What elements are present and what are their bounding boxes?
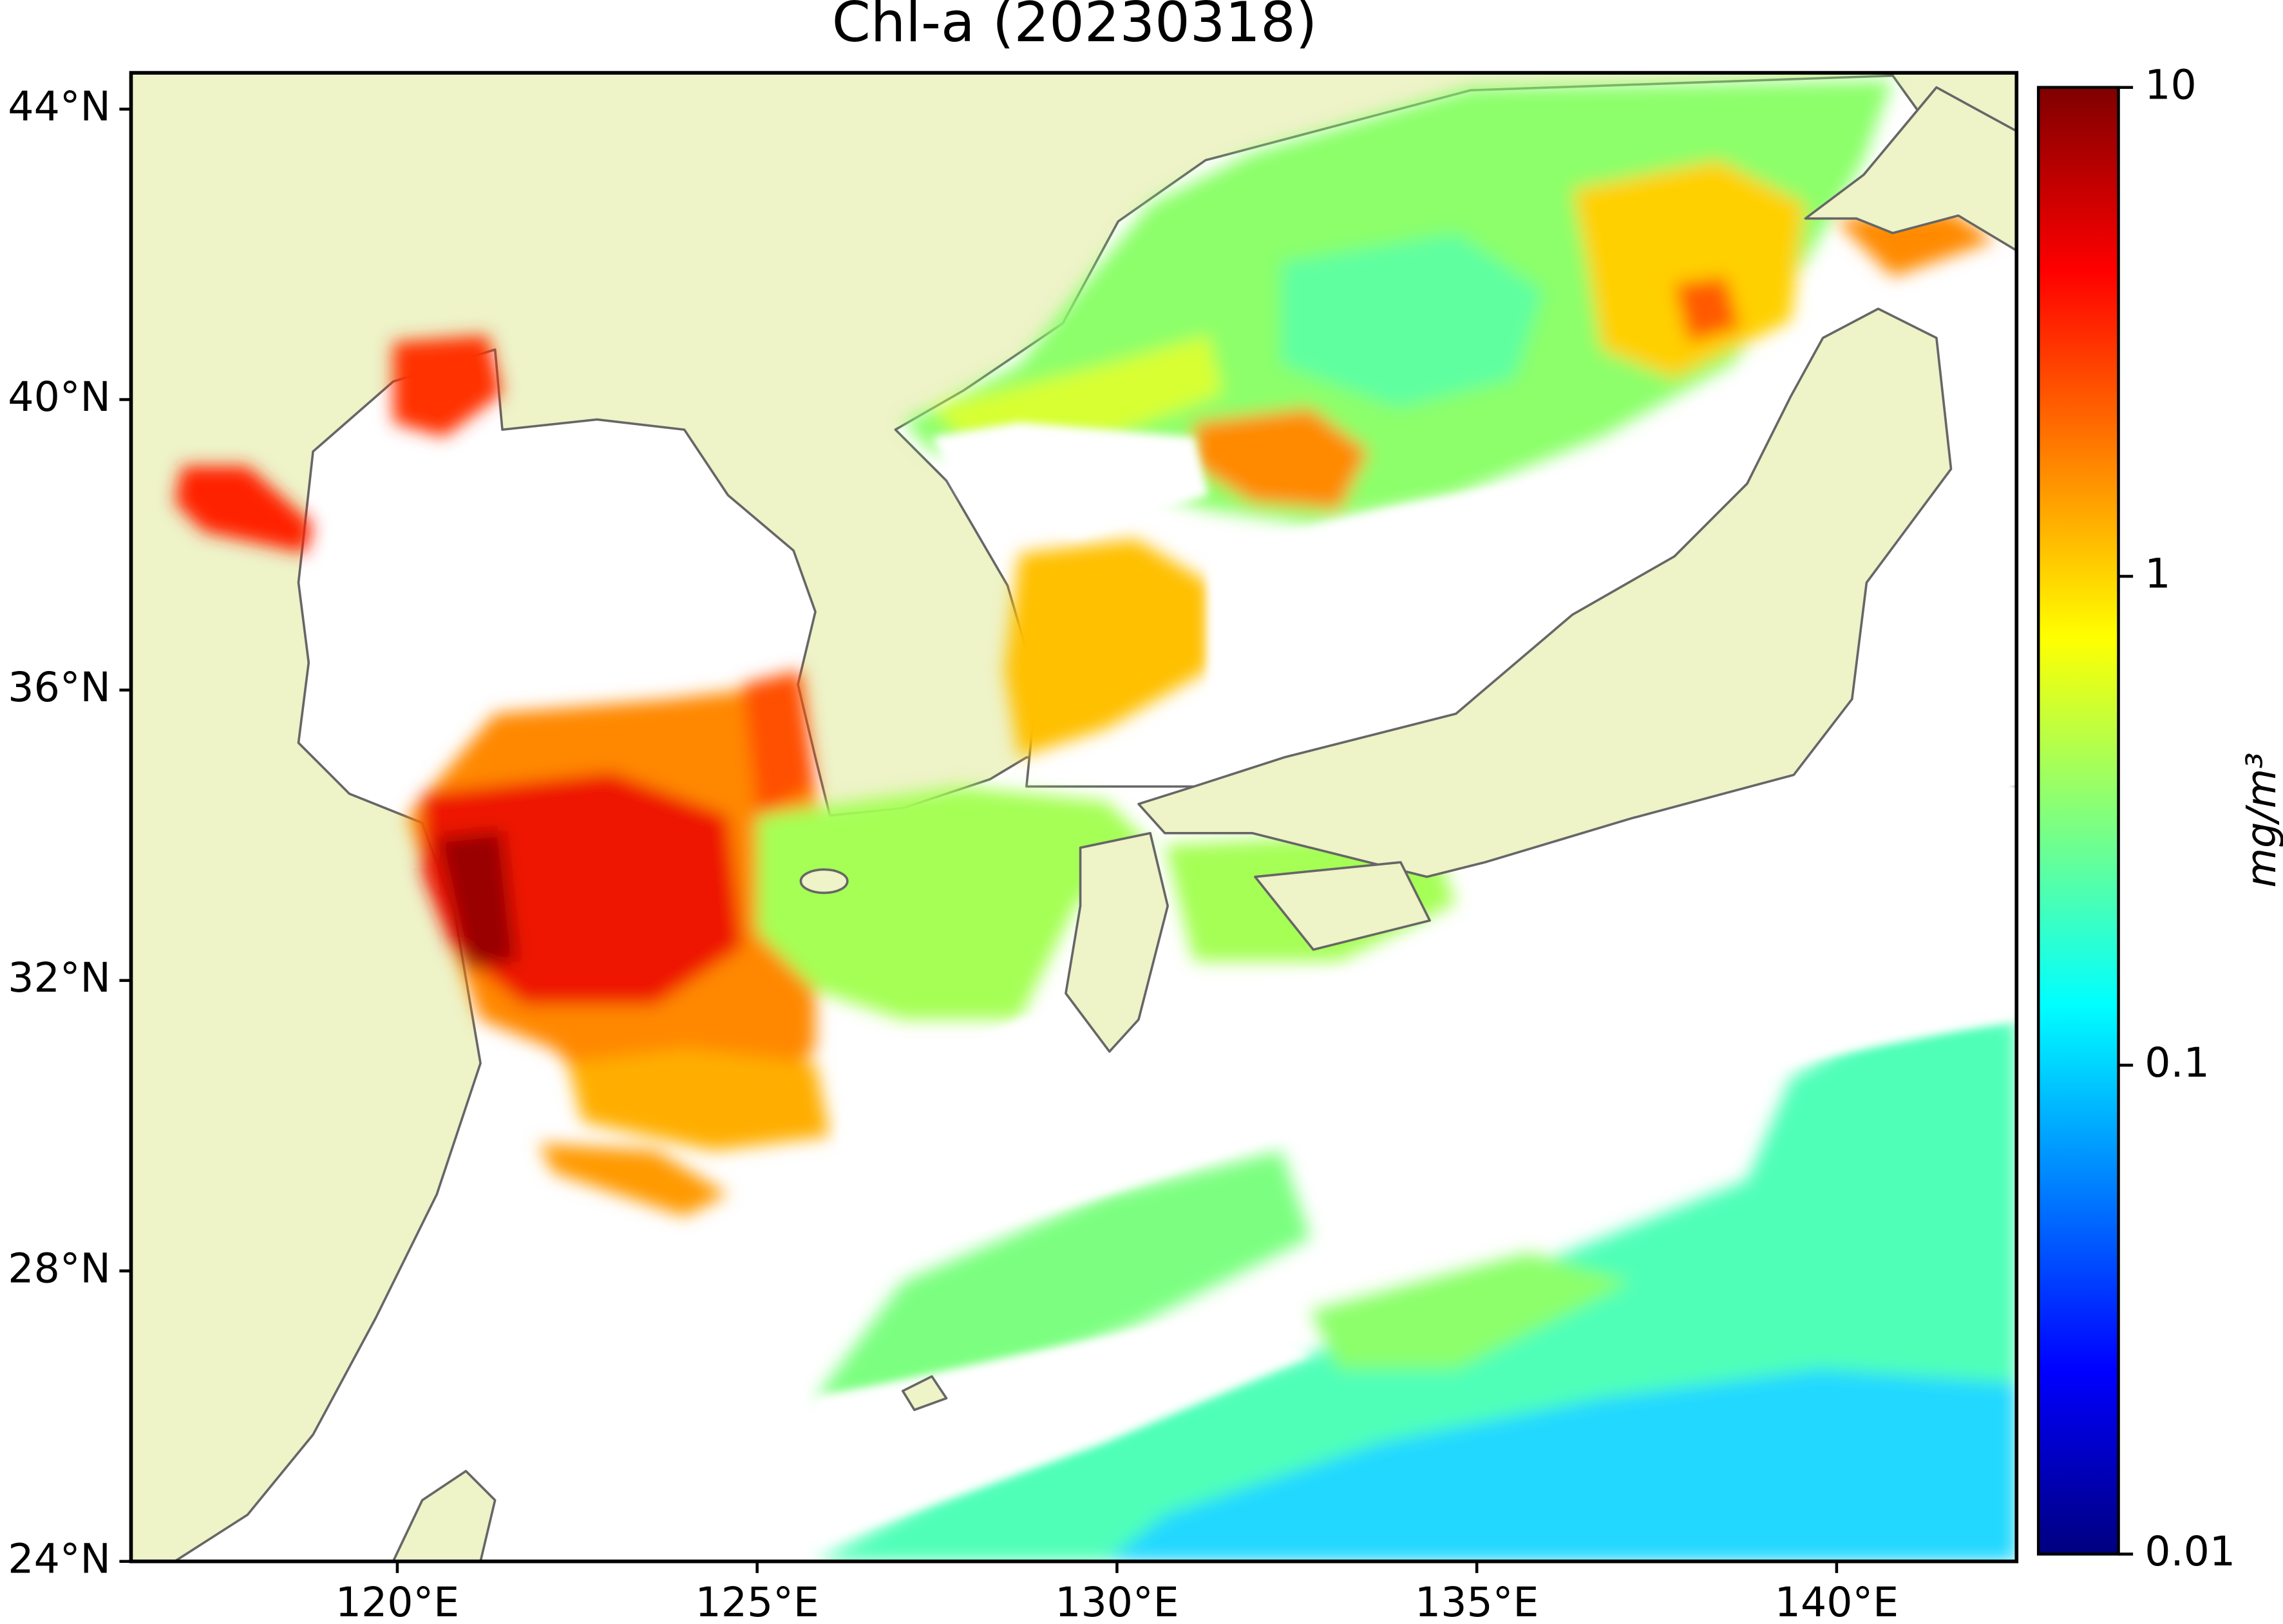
patch <box>393 335 502 437</box>
map <box>131 73 2017 1562</box>
chlorophyll-field <box>175 80 2017 1562</box>
land <box>1804 86 2017 252</box>
colorbar-tick-label: 0.1 <box>2145 1039 2210 1086</box>
chart-title: Chl-a (20230318) <box>832 0 1317 55</box>
y-tick-label: 28°N <box>8 1244 111 1292</box>
x-tick-label: 125°E <box>695 1578 819 1624</box>
land <box>1137 307 1953 878</box>
y-tick-label: 24°N <box>8 1534 111 1582</box>
x-tick-label: 120°E <box>336 1578 459 1624</box>
y-tick-label: 36°N <box>8 663 111 711</box>
patch <box>931 335 1224 437</box>
patch <box>815 1150 1311 1399</box>
patch <box>437 830 517 969</box>
y-tick-label: 32°N <box>8 954 111 1001</box>
colorbar-tick-label: 1 <box>2145 550 2170 598</box>
patch <box>1834 211 1995 277</box>
patch <box>175 466 314 554</box>
patch <box>1193 408 1369 510</box>
patch <box>1004 538 1209 758</box>
land <box>1065 831 1170 1053</box>
y-tick-label: 44°N <box>8 82 111 130</box>
patch <box>1674 276 1740 343</box>
x-tick-label: 130°E <box>1055 1578 1179 1624</box>
patch <box>1572 160 1806 379</box>
plot-frame <box>129 71 2019 1563</box>
colorbar-tick-label: 10 <box>2145 61 2197 108</box>
patch <box>1106 1369 2017 1562</box>
colorbar-tick-label: 0.01 <box>2145 1527 2235 1575</box>
island <box>799 868 849 894</box>
patch <box>1310 1252 1631 1370</box>
gap <box>815 1310 1311 1544</box>
land <box>1254 861 1431 951</box>
patch <box>567 1048 830 1151</box>
y-tick-label: 40°N <box>8 373 111 420</box>
colorbar <box>2036 86 2120 1556</box>
patch <box>757 786 1151 1020</box>
gap <box>931 422 1209 539</box>
colorbar-label: mg/m³ <box>2237 752 2283 887</box>
patch <box>743 670 816 816</box>
island <box>901 1375 948 1412</box>
patch <box>538 1143 728 1216</box>
land <box>392 1469 497 1562</box>
x-tick-label: 135°E <box>1415 1578 1539 1624</box>
x-tick-label: 140°E <box>1775 1578 1899 1624</box>
patch <box>1281 232 1544 408</box>
